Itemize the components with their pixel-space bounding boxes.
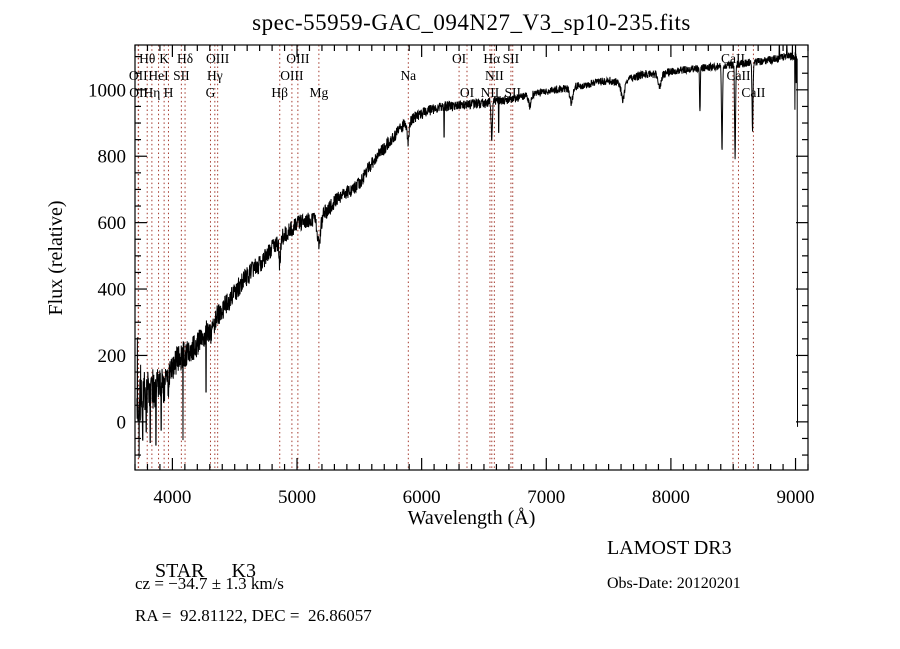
x-tick-label: 6000 bbox=[403, 487, 441, 508]
line-label-hα: Hα bbox=[483, 51, 500, 66]
spectral-line-labels: OII OII Hθ Hη HeI K H SII Hδ G Hγ OIII Hβ OIII OIII Mg N… bbox=[129, 51, 766, 100]
line-label-g: G bbox=[206, 85, 216, 100]
line-label-oi: OI bbox=[452, 51, 467, 66]
line-label-oii: OII bbox=[129, 85, 148, 100]
y-tick-label: 1000 bbox=[88, 80, 126, 101]
axes bbox=[134, 44, 809, 471]
line-label-sii: SII bbox=[173, 68, 190, 83]
line-label-oi: OI bbox=[460, 85, 475, 100]
line-label-oiii: OIII bbox=[206, 51, 230, 66]
line-label-hθ: Hθ bbox=[139, 51, 155, 66]
x-tick-label: 8000 bbox=[652, 487, 690, 508]
line-label-k: K bbox=[159, 51, 169, 66]
line-label-oiii: OIII bbox=[280, 68, 304, 83]
y-tick-label: 200 bbox=[98, 346, 127, 367]
object-subclass-text: K3 bbox=[231, 560, 256, 582]
y-axis-label: Flux (relative) bbox=[45, 200, 67, 316]
plot-frame bbox=[134, 44, 809, 471]
object-class-annotation: STAR K3 bbox=[135, 537, 256, 606]
page-title: spec-55959-GAC_094N27_V3_sp10-235.fits bbox=[252, 10, 691, 35]
line-label-na: Na bbox=[400, 68, 416, 83]
x-tick-label: 4000 bbox=[153, 487, 191, 508]
line-label-nii: NII bbox=[485, 68, 504, 83]
y-tick-label: 0 bbox=[117, 412, 127, 433]
line-label-hγ: Hγ bbox=[207, 68, 223, 83]
x-tick-label: 9000 bbox=[777, 487, 815, 508]
line-label-sii: SII bbox=[503, 51, 520, 66]
line-label-oii: OII bbox=[129, 68, 148, 83]
y-tick-label: 800 bbox=[98, 147, 127, 168]
object-type-text: STAR bbox=[155, 560, 205, 582]
line-label-hδ: Hδ bbox=[177, 51, 193, 66]
line-label-caii: CaII bbox=[741, 85, 765, 100]
line-label-oiii: OIII bbox=[286, 51, 310, 66]
line-label-h: H bbox=[164, 85, 174, 100]
radial-velocity-annotation: cz = −34.7 ± 1.3 km/s bbox=[135, 574, 284, 593]
x-tick-label: 5000 bbox=[278, 487, 316, 508]
line-label-caii: CaII bbox=[726, 68, 750, 83]
spectrum-trace bbox=[136, 45, 799, 458]
line-label-hη: Hη bbox=[143, 85, 160, 100]
y-tick-label: 600 bbox=[98, 213, 127, 234]
line-label-mg: Mg bbox=[309, 85, 328, 100]
obs-date-annotation: Obs-Date: 20120201 bbox=[607, 575, 741, 592]
x-axis-label: Wavelength (Å) bbox=[407, 507, 536, 529]
line-label-hei: HeI bbox=[148, 68, 169, 83]
x-tick-label: 7000 bbox=[527, 487, 565, 508]
line-label-caii: CaII bbox=[721, 51, 745, 66]
survey-release-annotation: LAMOST DR3 bbox=[607, 537, 732, 559]
coordinates-annotation: RA = 92.81122, DEC = 26.86057 bbox=[135, 606, 372, 625]
tick-labels: 4000 5000 6000 7000 8000 9000 0 200 400 600 800 100… bbox=[88, 80, 815, 508]
y-tick-label: 400 bbox=[98, 280, 127, 301]
line-label-hβ: Hβ bbox=[271, 85, 288, 100]
